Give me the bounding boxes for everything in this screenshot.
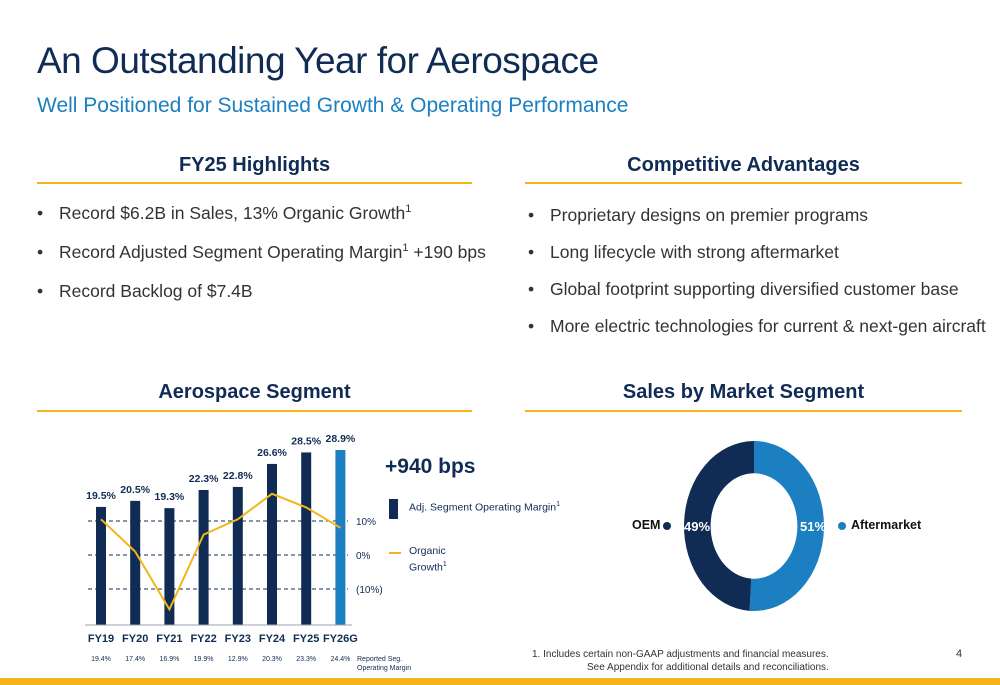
legend-growth-label: Organic Growth1 (409, 545, 447, 574)
advantages-rule (525, 182, 962, 184)
donut-value-label: 49% (684, 519, 710, 534)
bar-value-label: 26.6% (257, 447, 287, 459)
bar-value-label: 19.3% (155, 491, 185, 503)
margin-bar (164, 508, 175, 625)
legend-growth-swatch (389, 552, 401, 554)
x-axis-tick-label: FY20 (122, 633, 148, 645)
market-heading: Sales by Market Segment (622, 381, 865, 403)
segment-rule (37, 410, 472, 412)
reported-margin-value: 20.3% (262, 656, 282, 663)
donut-value-label: 51% (800, 519, 825, 534)
highlight-item: Record Adjusted Segment Operating Margin… (37, 242, 486, 263)
aftermarket-dot (838, 522, 846, 530)
oem-dot (663, 522, 671, 530)
reported-margin-value: 23.3% (296, 656, 316, 663)
footnote-line-2: See Appendix for additional details and … (587, 662, 829, 673)
bps-callout: +940 bps (385, 455, 476, 478)
advantage-item: Proprietary designs on premier programs (528, 205, 986, 226)
highlights-rule (37, 182, 472, 184)
x-axis-tick-label: FY22 (190, 633, 216, 645)
x-axis-tick-label: FY24 (259, 633, 286, 645)
margin-bar (267, 463, 277, 625)
growth-axis-tick: (10%) (356, 585, 383, 596)
bar-value-label: 22.3% (189, 473, 219, 485)
advantage-item: Long lifecycle with strong aftermarket (528, 242, 986, 263)
segment-heading: Aerospace Segment (158, 381, 351, 403)
footnote-line-1: 1. Includes certain non-GAAP adjustments… (532, 649, 829, 660)
margin-bar (198, 489, 209, 625)
x-axis-tick-label: FY21 (156, 633, 182, 645)
highlights-list: Record $6.2B in Sales, 13% Organic Growt… (37, 203, 486, 302)
advantages-list: Proprietary designs on premier programs … (528, 205, 986, 337)
advantage-item: Global footprint supporting diversified … (528, 279, 986, 300)
aftermarket-label: Aftermarket (851, 518, 922, 532)
page-subtitle: Well Positioned for Sustained Growth & O… (37, 94, 629, 117)
x-axis-tick-label: FY19 (88, 633, 114, 645)
donut-slice-aftermarket (749, 441, 824, 611)
bar-value-label: 28.9% (326, 433, 356, 445)
x-axis-tick-label: FY26G (323, 633, 358, 645)
growth-axis-tick: 10% (356, 517, 376, 528)
bar-value-label: 28.5% (291, 435, 321, 447)
highlight-item: Record Backlog of $7.4B (37, 281, 486, 302)
footnote: 1. Includes certain non-GAAP adjustments… (532, 648, 829, 674)
reported-margin-value: 19.4% (91, 656, 111, 663)
page-number: 4 (956, 648, 963, 660)
margin-bar (301, 452, 312, 625)
reported-margin-value: 16.9% (159, 656, 179, 663)
growth-axis-tick: 0% (356, 551, 371, 562)
bottom-accent-band (0, 678, 1000, 685)
bar-value-label: 20.5% (120, 484, 150, 496)
advantages-heading: Competitive Advantages (627, 154, 860, 176)
reported-margin-caption: Reported Seg. (357, 656, 402, 663)
reported-margin-value: 24.4% (330, 656, 350, 663)
highlights-heading: FY25 Highlights (178, 154, 331, 176)
oem-label: OEM (632, 518, 661, 532)
sales-by-market-donut: 51% 49% (683, 441, 825, 611)
legend-margin-swatch (389, 499, 398, 519)
x-axis-tick-label: FY23 (225, 633, 251, 645)
advantage-item: More electric technologies for current &… (528, 316, 986, 337)
market-rule (525, 410, 962, 412)
x-axis-tick-label: FY25 (293, 633, 319, 645)
reported-margin-value: 19.9% (194, 656, 214, 663)
reported-margin-caption: Operating Margin (357, 665, 411, 672)
bar-value-label: 22.8% (223, 470, 253, 482)
page-title: An Outstanding Year for Aerospace (37, 40, 599, 81)
margin-bar (130, 500, 141, 625)
legend-margin-label: Adj. Segment Operating Margin1 (409, 501, 560, 514)
margin-bar (232, 486, 243, 625)
donut-slice-oem (683, 441, 754, 611)
organic-growth-line-start (100, 518, 136, 553)
reported-margin-value: 17.4% (125, 656, 145, 663)
margin-bar (96, 506, 106, 625)
reported-margin-value: 12.9% (228, 656, 248, 663)
organic-growth-line (134, 492, 341, 612)
bar-value-label: 19.5% (86, 490, 116, 502)
highlight-item: Record $6.2B in Sales, 13% Organic Growt… (37, 203, 486, 224)
margin-bar (335, 450, 346, 625)
